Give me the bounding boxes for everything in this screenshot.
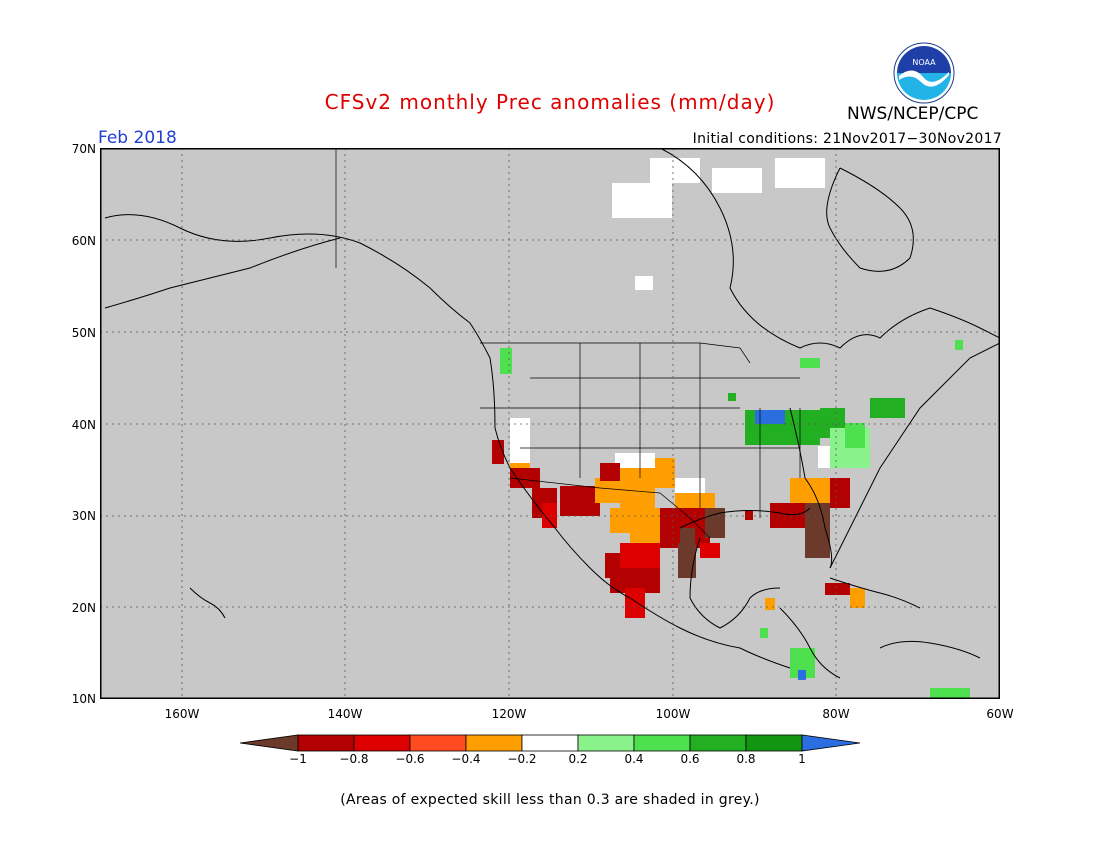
colorbar-label: −0.8 bbox=[339, 752, 369, 766]
colorbar-label: −0.2 bbox=[507, 752, 537, 766]
colorbar-segment bbox=[801, 734, 860, 752]
precip-anomaly-map bbox=[100, 148, 1000, 699]
noaa-logo-text: NOAA bbox=[912, 58, 936, 67]
lat-label: 30N bbox=[71, 509, 96, 523]
lat-lon-grid bbox=[100, 148, 1000, 699]
lat-label: 10N bbox=[71, 692, 96, 706]
chart-title: CFSv2 monthly Prec anomalies (mm/day) bbox=[324, 90, 776, 114]
noaa-logo: NOAA bbox=[893, 42, 955, 104]
map-frame bbox=[100, 148, 1000, 699]
colorbar-segment bbox=[297, 734, 355, 752]
colorbar-segment bbox=[689, 734, 747, 752]
colorbar-segment bbox=[240, 734, 299, 752]
lon-label: 80W bbox=[822, 707, 850, 721]
lat-label: 60N bbox=[71, 234, 96, 248]
lat-label: 20N bbox=[71, 601, 96, 615]
colorbar-label: 0.2 bbox=[568, 752, 588, 766]
colorbar-segment bbox=[353, 734, 411, 752]
coastlines bbox=[104, 148, 1000, 679]
colorbar-segment bbox=[577, 734, 635, 752]
lon-label: 100W bbox=[655, 707, 691, 721]
organization-label: NWS/NCEP/CPC bbox=[847, 104, 979, 124]
colorbar-segment bbox=[745, 734, 803, 752]
lon-label: 160W bbox=[164, 707, 200, 721]
wet-anomaly-cells bbox=[500, 340, 970, 698]
valid-period: Feb 2018 bbox=[98, 128, 177, 148]
lon-label: 140W bbox=[327, 707, 363, 721]
colorbar-segment bbox=[409, 734, 467, 752]
colorbar-label: 0.6 bbox=[680, 752, 700, 766]
lat-label: 40N bbox=[71, 418, 96, 432]
colorbar-label: −1 bbox=[289, 752, 307, 766]
colorbar-label: −0.4 bbox=[451, 752, 481, 766]
colorbar-segment bbox=[465, 734, 523, 752]
lat-label: 70N bbox=[71, 142, 96, 156]
lon-label: 60W bbox=[986, 707, 1014, 721]
skill-footnote: (Areas of expected skill less than 0.3 a… bbox=[340, 792, 760, 808]
political-borders bbox=[335, 148, 801, 539]
colorbar-label: 1 bbox=[798, 752, 806, 766]
lon-label: 120W bbox=[491, 707, 527, 721]
colorbar-segment bbox=[633, 734, 691, 752]
colorbar-label: 0.4 bbox=[624, 752, 644, 766]
initial-conditions: Initial conditions: 21Nov2017−30Nov2017 bbox=[692, 131, 1002, 147]
colorbar bbox=[240, 734, 860, 752]
colorbar-label: −0.6 bbox=[395, 752, 425, 766]
colorbar-segment bbox=[521, 734, 579, 752]
dry-anomaly-cells bbox=[492, 440, 865, 618]
colorbar-label: 0.8 bbox=[736, 752, 756, 766]
lat-label: 50N bbox=[71, 326, 96, 340]
